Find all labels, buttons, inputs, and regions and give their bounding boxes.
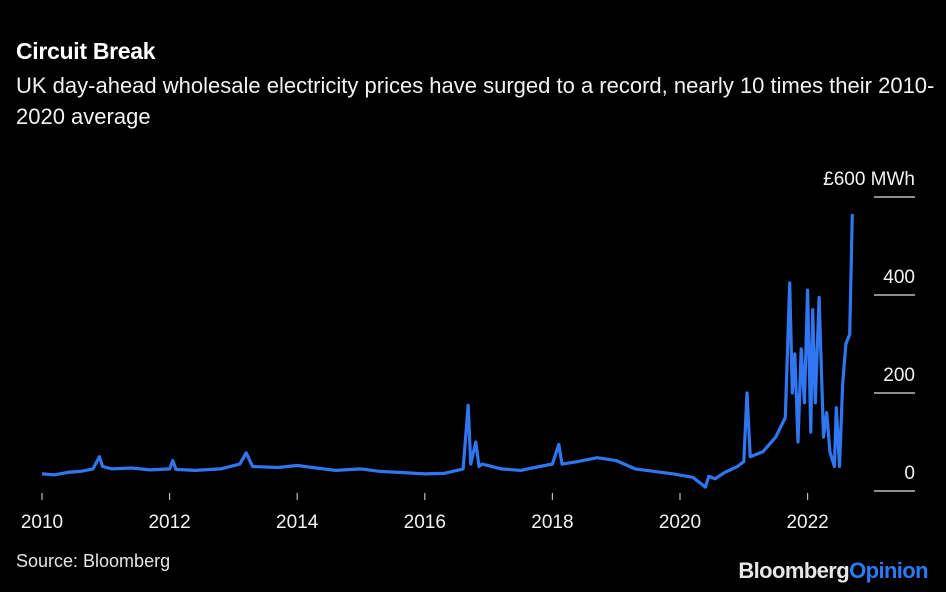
logo-opinion: Opinion xyxy=(849,558,929,583)
price-series-line xyxy=(41,214,854,489)
logo-bloomberg: Bloomberg xyxy=(738,558,850,583)
x-tick-label: 2012 xyxy=(148,512,190,533)
chart-subtitle: UK day-ahead wholesale electricity price… xyxy=(16,73,935,129)
plot-area xyxy=(41,214,854,489)
y-tick-label: 0 xyxy=(904,463,915,484)
bloomberg-opinion-logo: BloombergOpinion xyxy=(738,558,928,584)
y-axis: 0 200 400 £600 MWh xyxy=(823,169,915,492)
y-tick-label: £600 MWh xyxy=(823,169,915,190)
x-axis: 2010 2012 2014 2016 2018 2020 2022 xyxy=(21,493,829,533)
x-tick-label: 2014 xyxy=(276,512,319,533)
x-tick-label: 2020 xyxy=(659,512,701,533)
y-tick-label: 200 xyxy=(883,365,915,386)
y-tick-label: 400 xyxy=(883,267,915,288)
source-note: Source: Bloomberg xyxy=(16,551,171,571)
x-tick-label: 2022 xyxy=(786,512,828,533)
x-tick-label: 2018 xyxy=(531,512,573,533)
x-tick-label: 2010 xyxy=(21,512,63,533)
chart-title: Circuit Break xyxy=(16,38,156,64)
x-tick-label: 2016 xyxy=(404,512,446,533)
